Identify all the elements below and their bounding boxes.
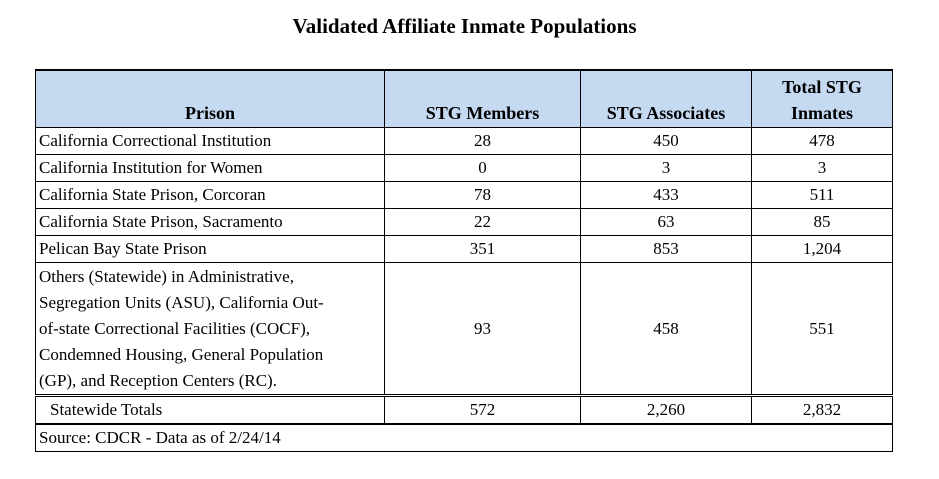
totals-associates: 2,260 [580, 394, 752, 425]
stg-associates-value: 853 [580, 235, 752, 263]
header-stg-members: STG Members [384, 69, 581, 128]
stg-members-value: 22 [384, 208, 581, 236]
page-title: Validated Affiliate Inmate Populations [292, 14, 637, 38]
stg-associates-value: 63 [580, 208, 752, 236]
table-row: California Correctional Institution 28 4… [35, 127, 893, 155]
others-line: Condemned Housing, General Population [39, 344, 324, 364]
others-line: Others (Statewide) in Administrative, [39, 266, 294, 286]
others-line: (GP), and Reception Centers (RC). [39, 370, 277, 390]
total-stg-value: 3 [751, 154, 893, 182]
stg-associates-value: 450 [580, 127, 752, 155]
stg-members-value: 351 [384, 235, 581, 263]
totals-total: 2,832 [751, 394, 893, 425]
total-stg-value: 551 [751, 262, 893, 396]
totals-members: 572 [384, 394, 581, 425]
prison-name: California State Prison, Corcoran [35, 181, 385, 209]
header-prison: Prison [35, 69, 385, 128]
header-total-line1: Total STG [782, 77, 862, 97]
stg-members-value: 78 [384, 181, 581, 209]
stg-members-value: 0 [384, 154, 581, 182]
table-row-others: Others (Statewide) in Administrative, Se… [35, 262, 893, 396]
prison-name: Pelican Bay State Prison [35, 235, 385, 263]
total-stg-value: 1,204 [751, 235, 893, 263]
source-row: Source: CDCR - Data as of 2/24/14 [35, 423, 893, 452]
stg-associates-value: 458 [580, 262, 752, 396]
others-line: Segregation Units (ASU), California Out- [39, 292, 324, 312]
inmate-population-table: Prison STG Members STG Associates Total … [35, 69, 893, 452]
header-total-stg-inmates: Total STG Inmates [751, 69, 893, 128]
prison-name: California Correctional Institution [35, 127, 385, 155]
totals-label: Statewide Totals [35, 394, 385, 425]
total-stg-value: 478 [751, 127, 893, 155]
source-note: Source: CDCR - Data as of 2/24/14 [35, 423, 893, 452]
totals-row: Statewide Totals 572 2,260 2,832 [35, 394, 893, 425]
others-line: of-state Correctional Facilities (COCF), [39, 318, 310, 338]
header-row: Prison STG Members STG Associates Total … [35, 69, 893, 128]
stg-members-value: 28 [384, 127, 581, 155]
table-row: California State Prison, Corcoran 78 433… [35, 181, 893, 209]
total-stg-value: 511 [751, 181, 893, 209]
prison-name: California Institution for Women [35, 154, 385, 182]
table-row: California State Prison, Sacramento 22 6… [35, 208, 893, 236]
prison-name: California State Prison, Sacramento [35, 208, 385, 236]
table-row: California Institution for Women 0 3 3 [35, 154, 893, 182]
stg-members-value: 93 [384, 262, 581, 396]
prison-name-others: Others (Statewide) in Administrative, Se… [35, 262, 385, 396]
total-stg-value: 85 [751, 208, 893, 236]
header-total-line2: Inmates [791, 103, 853, 123]
table-row: Pelican Bay State Prison 351 853 1,204 [35, 235, 893, 263]
stg-associates-value: 3 [580, 154, 752, 182]
stg-associates-value: 433 [580, 181, 752, 209]
header-stg-associates: STG Associates [580, 69, 752, 128]
